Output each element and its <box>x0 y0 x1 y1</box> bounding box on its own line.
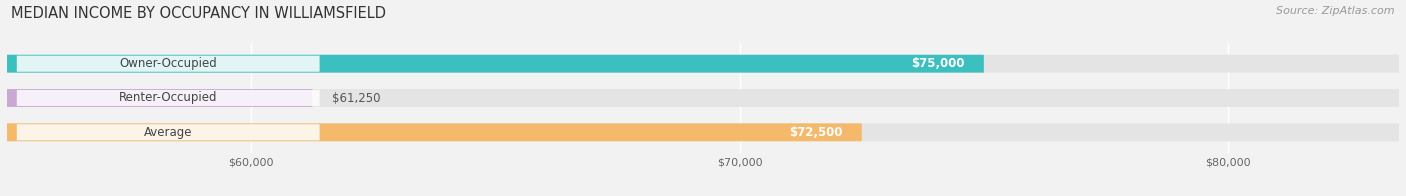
Text: $61,250: $61,250 <box>332 92 380 104</box>
Text: Renter-Occupied: Renter-Occupied <box>120 92 218 104</box>
Text: Average: Average <box>143 126 193 139</box>
Text: Source: ZipAtlas.com: Source: ZipAtlas.com <box>1277 6 1395 16</box>
Text: Owner-Occupied: Owner-Occupied <box>120 57 217 70</box>
FancyBboxPatch shape <box>17 90 319 106</box>
FancyBboxPatch shape <box>7 55 1399 73</box>
FancyBboxPatch shape <box>7 89 1399 107</box>
FancyBboxPatch shape <box>7 123 1399 141</box>
Text: $72,500: $72,500 <box>789 126 842 139</box>
FancyBboxPatch shape <box>17 56 319 72</box>
FancyBboxPatch shape <box>17 124 319 140</box>
Text: MEDIAN INCOME BY OCCUPANCY IN WILLIAMSFIELD: MEDIAN INCOME BY OCCUPANCY IN WILLIAMSFI… <box>11 6 387 21</box>
FancyBboxPatch shape <box>7 89 312 107</box>
FancyBboxPatch shape <box>7 55 984 73</box>
Text: $75,000: $75,000 <box>911 57 965 70</box>
FancyBboxPatch shape <box>7 123 862 141</box>
